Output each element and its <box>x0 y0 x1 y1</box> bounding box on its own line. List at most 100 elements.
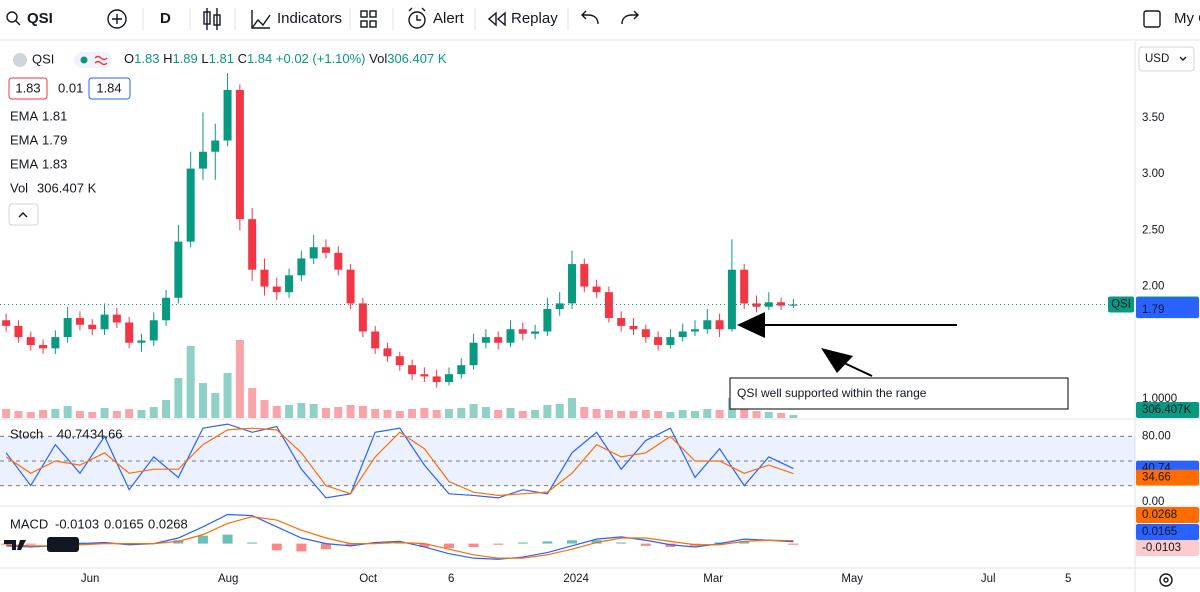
indicators-icon <box>251 14 271 29</box>
gear-icon <box>1159 573 1173 587</box>
collapse-button[interactable] <box>8 203 39 226</box>
volume-bar <box>346 405 355 418</box>
settings-button[interactable] <box>1159 573 1173 587</box>
candle-body <box>63 318 72 338</box>
symbol-search[interactable]: QSI <box>6 10 53 27</box>
volume-bar <box>14 411 23 418</box>
candle-body <box>408 365 417 375</box>
volume-bar <box>678 410 687 418</box>
candle-body <box>162 297 171 321</box>
indicators-label: Indicators <box>277 10 342 27</box>
candle-body <box>198 151 207 169</box>
alert-button[interactable]: Alert <box>408 7 465 29</box>
legend-symbol: QSI <box>32 51 54 66</box>
volume-bar <box>641 410 650 418</box>
volume-bar <box>592 409 601 418</box>
interval[interactable]: D <box>160 10 171 27</box>
candle-body <box>580 264 589 287</box>
volume-bar <box>629 411 638 418</box>
legend-label: H <box>163 51 172 66</box>
candle-body <box>654 337 663 345</box>
compare-button[interactable] <box>107 9 127 29</box>
candle-body <box>235 89 244 220</box>
layout-icon <box>360 20 368 28</box>
macd-hist-bar <box>222 534 233 544</box>
candle-body <box>690 329 699 332</box>
volume-bar <box>100 408 109 418</box>
bid-box[interactable] <box>8 77 48 100</box>
volume-bar <box>198 383 207 418</box>
replay-button[interactable]: Replay <box>487 10 558 27</box>
candle-body <box>125 322 134 343</box>
status-pill <box>74 52 112 68</box>
macd-hist-bar <box>517 542 528 544</box>
volume-bar <box>51 409 60 418</box>
volume-bar <box>125 409 134 418</box>
account-label[interactable]: My C <box>1174 10 1200 27</box>
volume-bar <box>321 408 330 418</box>
legend-value: 306.407 K <box>387 51 447 66</box>
macd-hist-bar <box>640 543 651 546</box>
annotation: QSI well supported within the range <box>729 312 1069 410</box>
volume-bar <box>371 409 380 418</box>
volume-bar <box>469 404 478 418</box>
volume-bar <box>211 393 220 418</box>
ema-price-label: 1.79 <box>1142 304 1164 316</box>
chart-type-button[interactable] <box>203 8 221 30</box>
macd-hist-bar <box>320 543 331 550</box>
candle-body <box>420 374 429 377</box>
candle-body <box>2 320 11 326</box>
stoch-d: 34.66 <box>90 426 123 441</box>
candle-body <box>641 329 650 338</box>
candle-body <box>592 286 601 293</box>
arrow-head <box>737 312 765 338</box>
ask-box[interactable] <box>88 77 131 100</box>
candle-body <box>297 258 306 276</box>
candle-body <box>432 376 441 383</box>
gear-icon <box>1163 577 1169 583</box>
alert-label: Alert <box>433 10 465 27</box>
macd-hist-bar <box>443 543 454 549</box>
legend-value: 1.84 <box>247 51 272 66</box>
candle-body <box>506 329 515 343</box>
volume-bar <box>420 408 429 418</box>
x-tick-label: Aug <box>218 573 238 585</box>
x-tick-label: Jul <box>981 573 996 585</box>
candle-body <box>112 314 121 323</box>
candle-body <box>14 325 23 338</box>
market-open-dot <box>80 56 88 64</box>
status-icon <box>94 55 108 66</box>
candle-body <box>494 337 503 343</box>
legend-change: +0.02 (+1.10%) <box>276 51 366 66</box>
ema-name: EMA <box>10 108 39 123</box>
volume-bar <box>543 405 552 418</box>
volume-name: Vol <box>10 180 28 195</box>
volume-bar <box>26 412 35 418</box>
undo-button[interactable] <box>581 10 599 25</box>
redo-button[interactable] <box>621 10 639 25</box>
layout-button[interactable] <box>360 10 377 28</box>
indicators-button[interactable]: Indicators <box>251 10 342 29</box>
candle-body <box>100 314 109 330</box>
volume-bar <box>567 398 576 418</box>
volume-bar <box>494 410 503 418</box>
x-tick-label: May <box>841 573 863 585</box>
legend-value: 1.81 <box>209 51 234 66</box>
volume-bar <box>666 412 675 418</box>
candle-body <box>383 348 392 357</box>
alert-icon <box>408 7 426 21</box>
layout-checkbox[interactable] <box>1143 10 1161 28</box>
ema-name: EMA <box>10 156 39 171</box>
candle-body <box>260 269 269 287</box>
candle-body <box>752 303 761 307</box>
currency-box <box>1138 46 1195 72</box>
macd-hist-bar <box>247 542 258 544</box>
currency-button[interactable]: USD <box>1138 46 1195 72</box>
ema-value: 1.81 <box>42 108 67 123</box>
candle-body <box>75 318 84 325</box>
candle-body <box>543 309 552 332</box>
volume-bar <box>174 378 183 418</box>
candle-body <box>789 304 798 306</box>
candle-body <box>629 325 638 330</box>
